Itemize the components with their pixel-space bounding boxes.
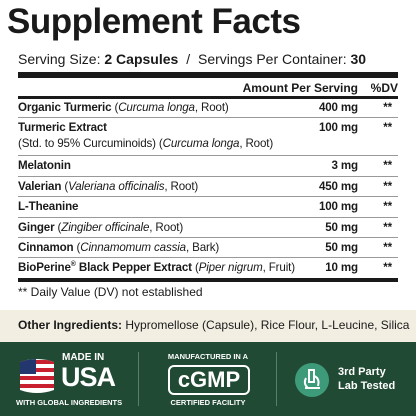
rule — [18, 96, 398, 99]
badge-band — [0, 342, 416, 416]
daily-value: ** — [383, 200, 392, 214]
ingredient-text: Zingiber officinale — [61, 220, 150, 234]
servings: 30 — [350, 51, 367, 67]
ingredient-text: , Root) — [149, 220, 184, 234]
ingredient-text: (Std. to 95% Curcuminoids) ( — [18, 137, 163, 151]
ingredient-text: Ginger — [18, 220, 55, 234]
facts-row: Valerian (Valeriana officinalis, Root) 45… — [18, 177, 398, 198]
ingredient-text: ( — [54, 220, 62, 234]
facts-row: Ginger (Zingiber officinale, Root) 50 mg *… — [18, 218, 398, 238]
daily-value: ** — [383, 261, 392, 275]
ingredient-line: (Std. to 95% Curcuminoids) (Curcuma long… — [18, 137, 273, 150]
badge-text: CERTIFIED FACILITY — [170, 398, 246, 407]
ingredient-text: Organic Turmeric — [18, 101, 112, 114]
ingredient-line: Organic Turmeric (Curcuma longa, Root) — [18, 101, 229, 114]
daily-value: ** — [383, 101, 392, 114]
ingredient-line: Valerian (Valeriana officinalis, Root) — [18, 180, 198, 193]
ingredient-text: Valeriana officinalis — [68, 179, 165, 193]
ingredient-text: ( — [191, 261, 199, 275]
facts-row: Turmeric Extract (Std. to 95% Curcuminoid… — [18, 118, 398, 157]
badge-text: cGMP — [168, 365, 250, 395]
ingredient-text: ( — [61, 179, 69, 193]
ingredient-line: Cinnamon (Cinnamomum cassia, Bark) — [18, 241, 219, 254]
amount: 10 mg — [325, 261, 358, 275]
ingredient-text: , Root) — [194, 101, 229, 114]
facts-row: Organic Turmeric (Curcuma longa, Root) 40… — [18, 98, 398, 119]
ingredient-line: BioPerine® Black Pepper Extract (Piper n… — [18, 261, 295, 274]
badge-text: MANUFACTURED IN A — [167, 352, 249, 361]
daily-value: ** — [383, 240, 392, 254]
daily-value: ** — [383, 220, 392, 234]
ingredient-text: ( — [111, 101, 119, 114]
ingredient-text: Curcuma longa — [118, 101, 195, 114]
facts-row: Melatonin 3 mg ** — [18, 156, 398, 177]
serving-size: 2 Capsules — [104, 51, 179, 67]
ingredients-band — [0, 310, 416, 342]
separator: / — [186, 51, 191, 67]
amount: 400 mg — [318, 101, 358, 114]
flag-icon — [20, 359, 54, 393]
rule — [18, 278, 398, 282]
footnote: ** Daily Value (DV) not established — [18, 285, 203, 299]
title: Supplement Facts — [7, 2, 301, 41]
column-header: %DV — [370, 81, 398, 95]
badge-text: Lab Tested — [338, 380, 396, 392]
ingredient-text: , Fruit) — [262, 261, 295, 275]
divider — [138, 352, 139, 406]
ingredient-text: Black Pepper Extract — [75, 261, 192, 275]
ingredient-text: Turmeric Extract — [18, 121, 107, 135]
badge-text: WITH GLOBAL INGREDIENTS — [16, 398, 123, 407]
badge-text: USA — [61, 362, 116, 392]
serving-size-label: Serving Size: — [18, 51, 101, 67]
ingredient-text: ® — [70, 261, 76, 269]
ingredient-line: L-Theanine — [18, 200, 78, 213]
other-ingredients: Other Ingredients: Hypromellose (Capsule… — [18, 318, 409, 332]
daily-value: ** — [383, 159, 392, 173]
facts-table: Organic Turmeric (Curcuma longa, Root) 40… — [18, 98, 398, 279]
ingredient-text: Cinnamon — [18, 240, 74, 254]
ingredient-text: , Bark) — [185, 240, 220, 254]
ingredient-text: Melatonin — [18, 159, 71, 173]
amount: 3 mg — [331, 159, 359, 173]
badge-text: 3rd Party — [338, 366, 386, 378]
amount: 50 mg — [325, 220, 358, 234]
badge-text: MADE IN — [62, 352, 105, 363]
ingredient-text: Valerian — [18, 179, 62, 193]
ingredient-text: L-Theanine — [18, 200, 79, 214]
other-ingredients-text: Hypromellose (Capsule), Rice Flour, L-Le… — [125, 318, 410, 332]
ingredient-text: BioPerine — [18, 261, 71, 275]
divider — [276, 352, 277, 406]
ingredient-line: Melatonin — [18, 159, 71, 172]
daily-value: ** — [383, 121, 392, 135]
ingredient-text: , Root) — [239, 137, 274, 151]
ingredient-text: Cinnamomum cassia — [80, 240, 186, 254]
rule — [18, 72, 398, 78]
other-ingredients-label: Other Ingredients: — [18, 318, 123, 332]
ingredient-text: , Root) — [164, 179, 199, 193]
ingredient-line: Turmeric Extract — [18, 121, 107, 134]
facts-row: Cinnamon (Cinnamomum cassia, Bark) 50 mg *… — [18, 238, 398, 259]
amount: 100 mg — [318, 200, 358, 214]
ingredient-line: Ginger (Zingiber officinale, Root) — [18, 221, 183, 234]
daily-value: ** — [383, 179, 392, 193]
facts-row: L-Theanine 100 mg ** — [18, 197, 398, 218]
column-header: Amount Per Serving — [242, 81, 358, 95]
ingredient-text: Curcuma longa — [162, 137, 240, 151]
amount: 450 mg — [318, 179, 358, 193]
serving-info: Serving Size: 2 Capsules / Servings Per … — [18, 51, 366, 67]
lab-icon — [295, 363, 329, 397]
ingredient-text: Piper nigrum — [198, 261, 263, 275]
facts-row: BioPerine® Black Pepper Extract (Piper n… — [18, 258, 398, 278]
servings-label: Servings Per Container: — [197, 51, 347, 67]
ingredient-text: ( — [73, 240, 81, 254]
amount: 50 mg — [325, 240, 358, 254]
amount: 100 mg — [318, 121, 358, 135]
